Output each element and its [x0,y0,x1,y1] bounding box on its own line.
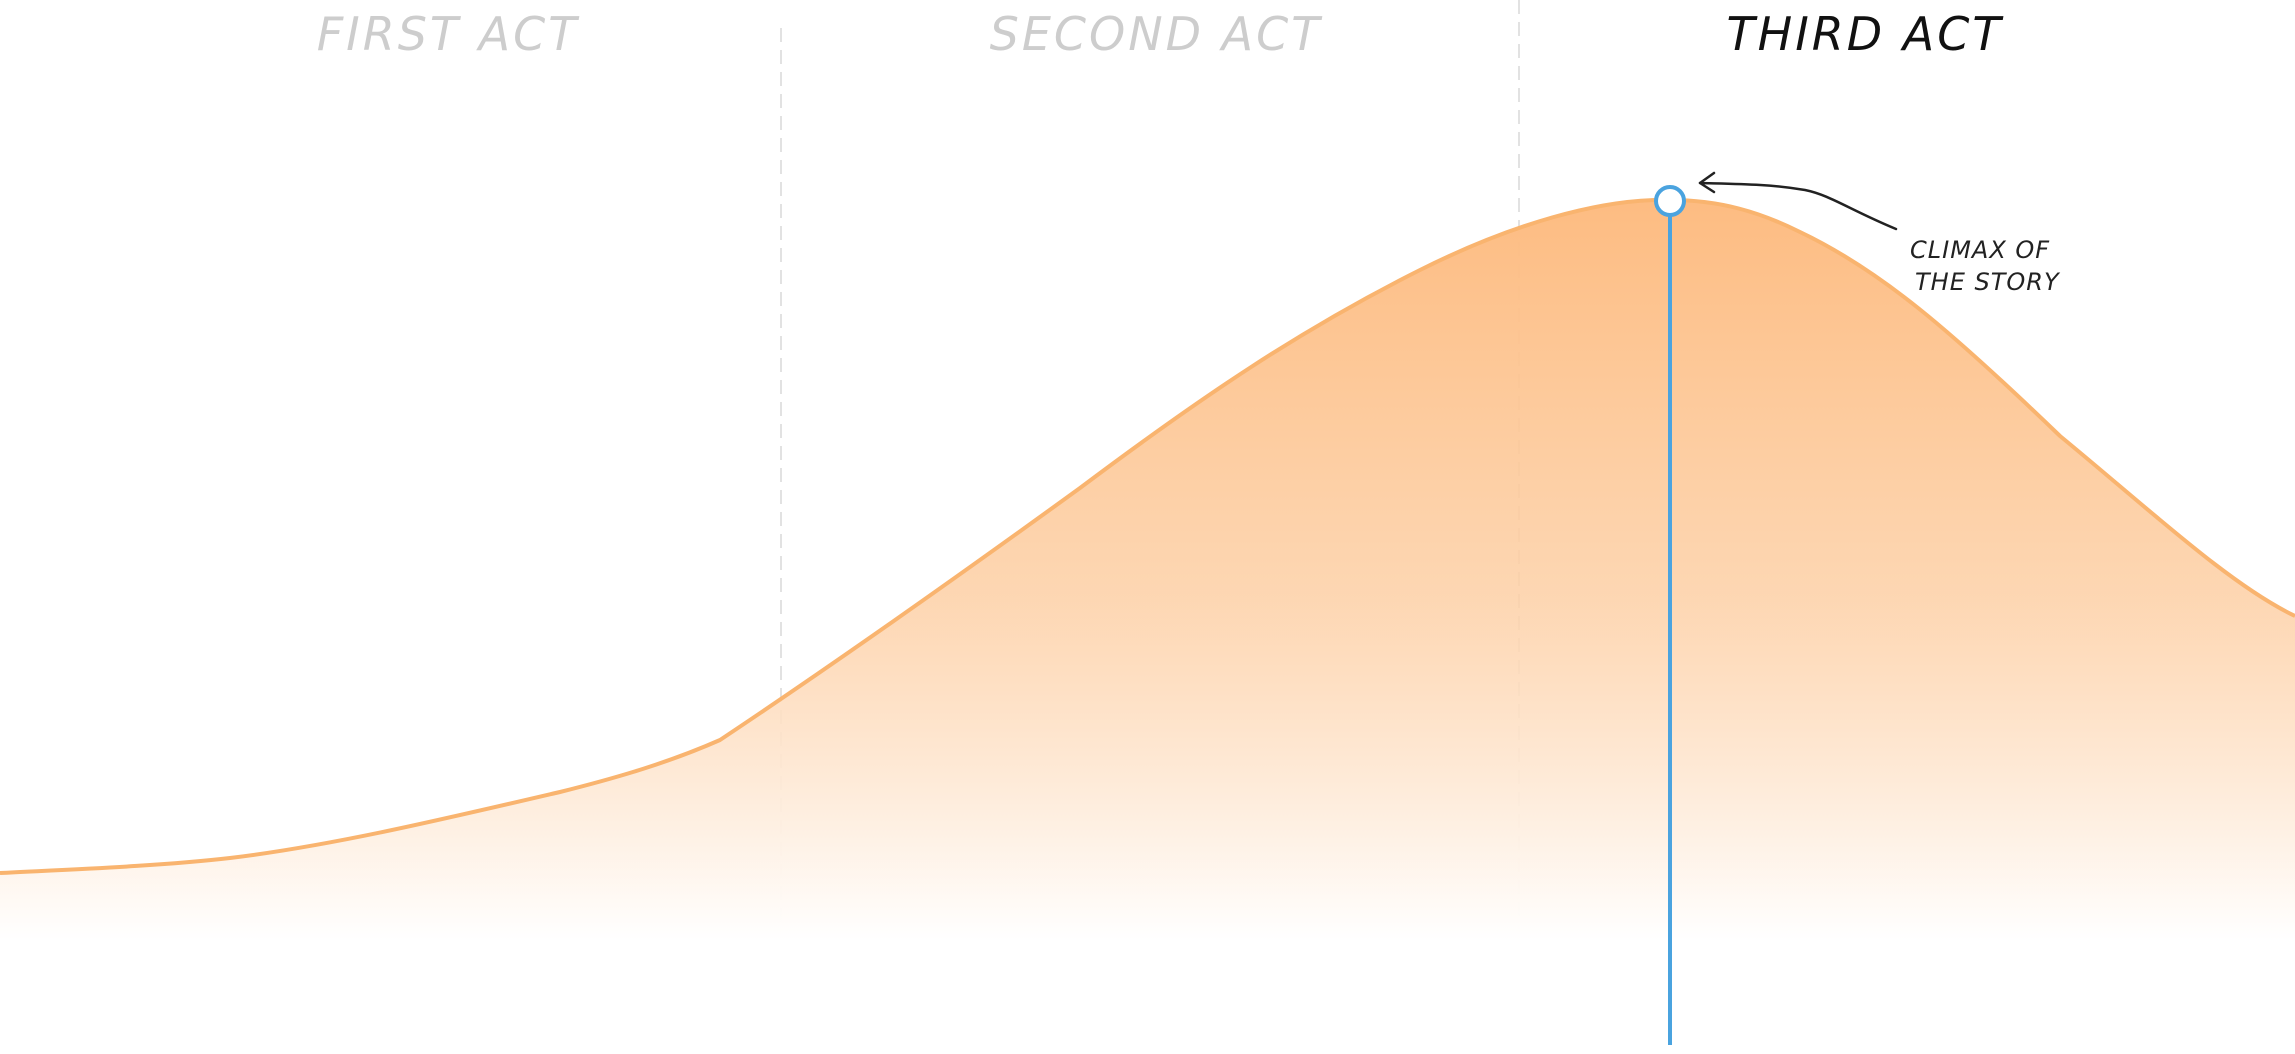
tension-area [0,199,2295,1054]
annotation-arrow-icon [1698,181,1898,231]
act-label-second: SECOND ACT [990,7,1324,61]
arrowhead-icon [1698,171,1716,194]
annotation-line-1: CLIMAX OF [1910,236,2050,264]
act-label-third: THIRD ACT [1727,7,2005,61]
annotation-line-2: THE STORY [1915,268,2061,296]
act-label-first: FIRST ACT [317,7,580,61]
climax-marker-point[interactable] [1654,185,1686,217]
tension-curve [0,197,2295,875]
